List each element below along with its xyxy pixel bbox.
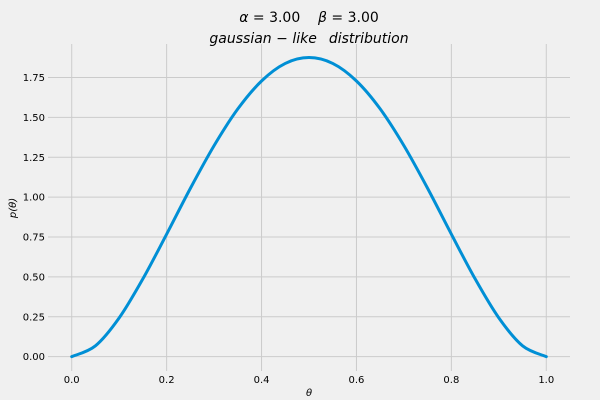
title-word-like: like [292,31,317,47]
x-axis-label: θ [306,388,312,399]
y-axis-label: p(θ) [8,198,19,219]
tick-labels: 0.0 0.2 0.4 0.6 0.8 1.0 0.00 0.25 0.50 0.75 1.00 1.… [23,73,554,386]
alpha-symbol: α [239,10,249,26]
y-tick-label: 0.00 [23,352,45,363]
y-tick-label: 1.50 [23,113,45,124]
y-tick-label: 1.75 [23,73,45,84]
series-line [70,56,548,359]
title-minus: − [272,31,293,47]
y-tick-label: 1.00 [23,193,45,204]
y-tick-label: 1.25 [23,153,45,164]
y-tick-label: 0.75 [23,233,45,244]
plot-area [70,56,548,359]
x-tick-label: 1.0 [538,375,554,386]
grid [48,44,570,371]
y-tick-label: 0.50 [23,272,45,283]
x-tick-label: 0.4 [254,375,270,386]
beta-symbol: β [317,10,327,26]
x-tick-label: 0.2 [159,375,175,386]
beta-value: = 3.00 [327,10,379,26]
title-word-gaussian: gaussian [209,31,271,47]
chart-title-line1: α = 3.00 β = 3.00 [239,10,379,26]
y-tick-label: 0.25 [23,312,45,323]
x-tick-label: 0.0 [64,375,80,386]
chart-title-line2: gaussian − like distribution [209,31,408,47]
x-tick-label: 0.8 [443,375,459,386]
title-word-distribution: distribution [329,31,409,47]
alpha-value: = 3.00 [248,10,318,26]
x-tick-label: 0.6 [349,375,365,386]
